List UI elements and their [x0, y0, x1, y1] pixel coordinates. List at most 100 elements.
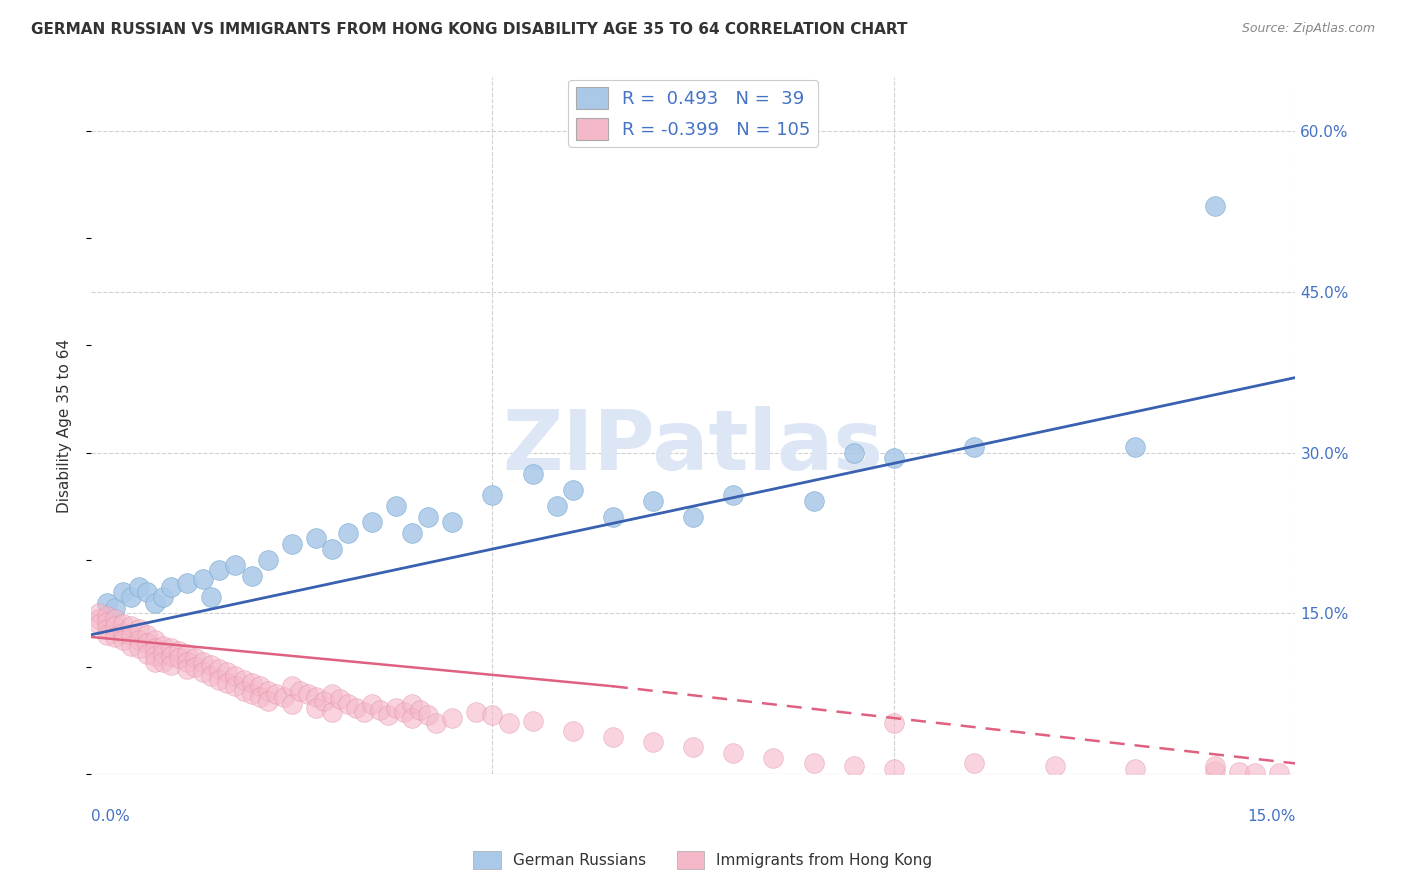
- Point: [1204, 199, 1226, 213]
- Point: [104, 612, 127, 626]
- Point: [353, 705, 375, 719]
- Point: [336, 698, 359, 712]
- Point: [321, 542, 343, 557]
- Point: [176, 576, 198, 591]
- Point: [1123, 440, 1146, 454]
- Point: [418, 708, 440, 723]
- Point: [143, 596, 166, 610]
- Point: [249, 690, 271, 704]
- Point: [336, 526, 359, 541]
- Point: [441, 711, 464, 725]
- Point: [240, 687, 263, 701]
- Point: [224, 558, 246, 573]
- Point: [602, 509, 624, 524]
- Point: [193, 655, 215, 669]
- Point: [256, 683, 278, 698]
- Point: [297, 687, 319, 701]
- Point: [167, 651, 190, 665]
- Point: [224, 668, 246, 682]
- Point: [329, 692, 352, 706]
- Point: [136, 628, 159, 642]
- Point: [498, 715, 520, 730]
- Point: [96, 623, 118, 637]
- Text: Source: ZipAtlas.com: Source: ZipAtlas.com: [1241, 22, 1375, 36]
- Point: [344, 700, 367, 714]
- Point: [723, 488, 745, 502]
- Point: [249, 679, 271, 693]
- Point: [96, 615, 118, 629]
- Point: [1268, 766, 1291, 780]
- Point: [184, 660, 207, 674]
- Point: [152, 655, 174, 669]
- Point: [1244, 766, 1267, 780]
- Point: [128, 580, 150, 594]
- Point: [240, 569, 263, 583]
- Text: 15.0%: 15.0%: [1247, 809, 1295, 824]
- Point: [280, 679, 302, 693]
- Point: [160, 640, 183, 655]
- Point: [176, 647, 198, 661]
- Point: [240, 676, 263, 690]
- Point: [385, 499, 408, 513]
- Point: [305, 690, 328, 704]
- Point: [176, 655, 198, 669]
- Point: [401, 526, 423, 541]
- Point: [232, 673, 254, 687]
- Point: [522, 714, 544, 728]
- Point: [217, 665, 239, 680]
- Point: [682, 509, 704, 524]
- Point: [418, 509, 440, 524]
- Point: [280, 698, 302, 712]
- Point: [87, 607, 110, 621]
- Point: [522, 467, 544, 481]
- Point: [1204, 764, 1226, 778]
- Point: [224, 679, 246, 693]
- Point: [602, 730, 624, 744]
- Point: [160, 580, 183, 594]
- Legend: R =  0.493   N =  39, R = -0.399   N = 105: R = 0.493 N = 39, R = -0.399 N = 105: [568, 79, 818, 147]
- Point: [1123, 762, 1146, 776]
- Point: [305, 532, 328, 546]
- Point: [120, 628, 142, 642]
- Point: [803, 756, 825, 771]
- Legend: German Russians, Immigrants from Hong Kong: German Russians, Immigrants from Hong Ko…: [467, 845, 939, 875]
- Point: [546, 499, 568, 513]
- Point: [128, 633, 150, 648]
- Point: [200, 657, 222, 672]
- Point: [425, 715, 447, 730]
- Y-axis label: Disability Age 35 to 64: Disability Age 35 to 64: [58, 339, 72, 513]
- Point: [96, 628, 118, 642]
- Point: [312, 694, 335, 708]
- Point: [321, 705, 343, 719]
- Point: [264, 687, 287, 701]
- Point: [200, 591, 222, 605]
- Point: [481, 708, 503, 723]
- Point: [152, 639, 174, 653]
- Point: [208, 662, 231, 676]
- Point: [392, 705, 415, 719]
- Point: [112, 633, 135, 648]
- Point: [112, 625, 135, 640]
- Point: [256, 694, 278, 708]
- Point: [112, 617, 135, 632]
- Point: [143, 633, 166, 648]
- Point: [87, 612, 110, 626]
- Point: [160, 657, 183, 672]
- Point: [136, 636, 159, 650]
- Point: [217, 676, 239, 690]
- Point: [361, 515, 384, 529]
- Point: [143, 640, 166, 655]
- Point: [193, 665, 215, 680]
- Point: [561, 483, 583, 497]
- Point: [1043, 758, 1066, 772]
- Point: [112, 585, 135, 599]
- Point: [561, 724, 583, 739]
- Point: [305, 700, 328, 714]
- Point: [641, 735, 664, 749]
- Point: [104, 601, 127, 615]
- Point: [273, 690, 295, 704]
- Point: [963, 756, 986, 771]
- Point: [104, 630, 127, 644]
- Point: [152, 647, 174, 661]
- Point: [1227, 764, 1250, 779]
